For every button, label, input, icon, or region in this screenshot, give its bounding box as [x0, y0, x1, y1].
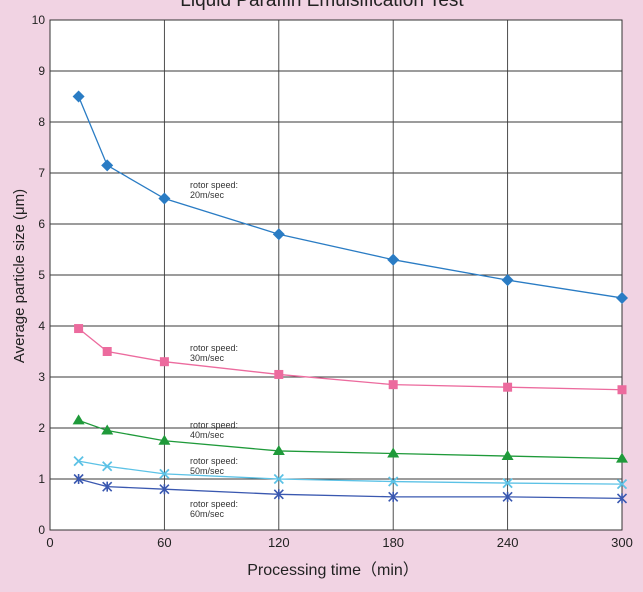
series-label-line: 60m/sec — [190, 509, 225, 519]
data-point — [616, 452, 628, 463]
data-point — [388, 380, 398, 390]
y-tick-label: 4 — [38, 319, 45, 333]
data-point — [102, 347, 112, 356]
series-label-line: rotor speed: — [190, 499, 238, 509]
data-point — [159, 468, 170, 480]
series-label: rotor speed: 30m/sec — [190, 343, 238, 363]
y-tick-label: 3 — [38, 370, 45, 384]
x-tick-labels: 0 60 120 180 240 300 — [46, 535, 632, 550]
data-point — [102, 461, 113, 472]
data-point — [501, 274, 514, 287]
series-0 — [72, 90, 628, 304]
series-label-line: 40m/sec — [190, 430, 225, 440]
series-label-line: 20m/sec — [190, 190, 225, 200]
data-point — [159, 484, 170, 495]
data-point — [388, 491, 399, 502]
series-label: rotor speed: 60m/sec — [190, 499, 238, 519]
data-point — [159, 357, 169, 367]
series-layer — [72, 90, 628, 504]
data-point — [73, 473, 84, 485]
data-point — [388, 476, 399, 487]
y-tick-label: 2 — [38, 421, 45, 435]
y-tick-label: 5 — [38, 268, 45, 282]
x-tick-label: 0 — [46, 535, 53, 550]
x-tick-label: 240 — [497, 535, 519, 550]
data-point — [274, 369, 284, 379]
series-1 — [74, 324, 627, 395]
data-point — [273, 473, 284, 485]
data-point — [501, 450, 514, 461]
y-tick-label: 0 — [38, 523, 45, 537]
y-tick-label: 8 — [38, 115, 45, 129]
data-point — [502, 491, 513, 502]
data-point — [502, 477, 513, 489]
series-label: rotor speed: 40m/sec — [190, 420, 238, 440]
series-label: rotor speed: 20m/sec — [190, 180, 238, 200]
series-4 — [73, 473, 628, 504]
data-point — [616, 291, 628, 304]
grid-lines — [50, 20, 622, 530]
data-point — [72, 414, 85, 425]
data-point — [273, 489, 284, 500]
y-tick-label: 7 — [38, 166, 45, 180]
x-tick-label: 300 — [611, 535, 633, 550]
data-point — [74, 324, 84, 334]
y-tick-label: 6 — [38, 217, 45, 231]
x-tick-label: 180 — [382, 535, 404, 550]
data-point — [158, 192, 171, 205]
x-tick-label: 60 — [157, 535, 171, 550]
data-point — [387, 447, 400, 458]
data-point — [616, 493, 628, 504]
series-label-line: 50m/sec — [190, 466, 225, 476]
x-axis-label: Processing time（min） — [247, 561, 419, 579]
series-label-line: rotor speed: — [190, 420, 238, 430]
data-point — [387, 253, 400, 266]
data-point — [616, 478, 628, 490]
data-point — [73, 456, 84, 467]
y-axis-label: Average particle size (μm) — [11, 189, 28, 363]
series-label-line: 30m/sec — [190, 353, 225, 363]
series-label-line: rotor speed: — [190, 456, 238, 466]
data-point — [617, 385, 627, 395]
data-point — [102, 481, 113, 492]
data-point — [503, 382, 513, 392]
data-point — [158, 434, 171, 445]
data-point — [272, 444, 285, 455]
series-3 — [73, 456, 628, 490]
series-2 — [72, 414, 628, 463]
data-point — [272, 228, 285, 241]
data-point — [101, 424, 114, 435]
data-point — [72, 90, 85, 103]
x-tick-label: 120 — [268, 535, 290, 550]
series-label-line: rotor speed: — [190, 180, 238, 190]
y-tick-labels: 0 1 2 3 4 5 6 7 8 9 10 — [32, 13, 46, 537]
chart-title: Liquid Paraffin Emulsification Test — [180, 0, 464, 11]
series-label-line: rotor speed: — [190, 343, 238, 353]
data-point — [101, 159, 114, 172]
series-label: rotor speed: 50m/sec — [190, 456, 238, 476]
y-tick-label: 9 — [38, 64, 45, 78]
y-tick-label: 1 — [38, 472, 45, 486]
y-tick-label: 10 — [32, 13, 46, 27]
